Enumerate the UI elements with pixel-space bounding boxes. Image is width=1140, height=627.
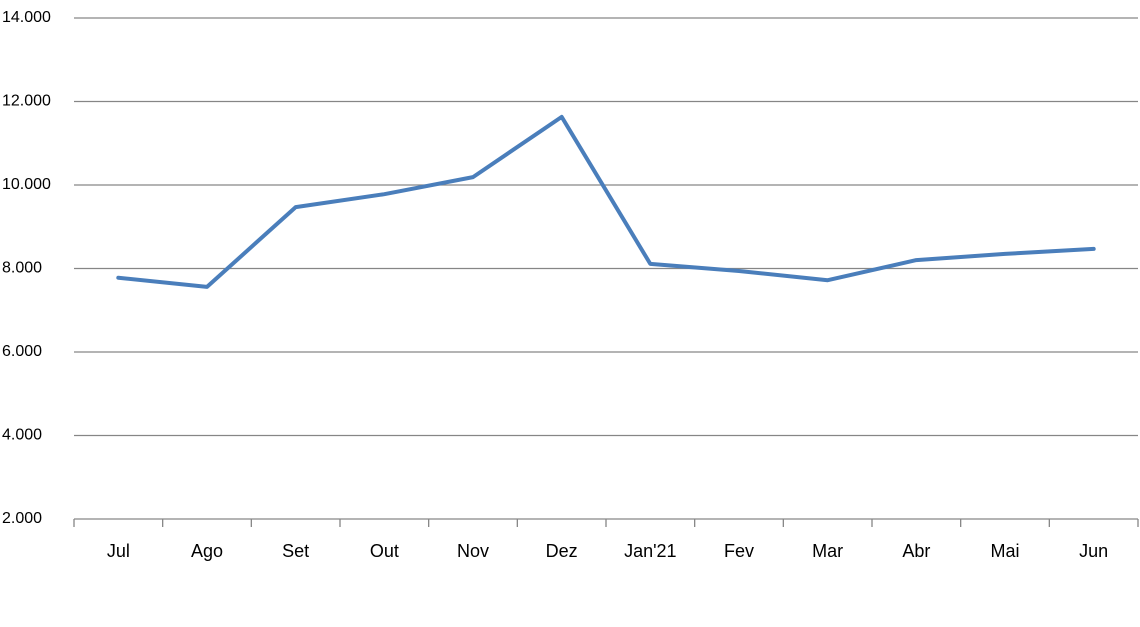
x-tick-label: Abr: [902, 541, 930, 561]
y-tick-label: 6.000: [2, 343, 42, 360]
x-tick-label: Set: [282, 541, 309, 561]
y-tick-label: 14.000: [2, 9, 51, 26]
x-tick-label: Ago: [191, 541, 223, 561]
y-tick-label: 2.000: [2, 510, 42, 527]
y-tick-label: 4.000: [2, 427, 42, 444]
x-tick-label: Jun: [1079, 541, 1108, 561]
x-tick-label: Fev: [724, 541, 754, 561]
line: [116, 114, 1096, 289]
y-tick-label: 10.000: [2, 176, 51, 193]
y-tick-label: 12.000: [2, 93, 51, 110]
x-tick-label: Jul: [107, 541, 130, 561]
x-tick-label: Mai: [990, 541, 1019, 561]
x-tick-label: Nov: [457, 541, 489, 561]
x-tick-label: Dez: [546, 541, 578, 561]
x-tick-label: Mar: [812, 541, 843, 561]
x-tick-label: Jan'21: [624, 541, 676, 561]
x-tick-label: Out: [370, 541, 399, 561]
y-tick-label: 8.000: [2, 260, 42, 277]
